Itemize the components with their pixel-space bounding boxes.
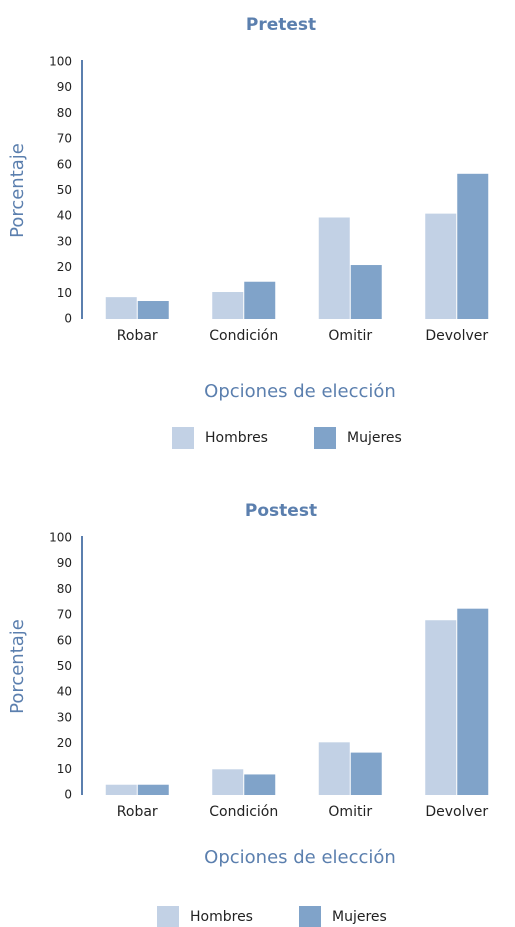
bar: [244, 774, 276, 795]
bar: [137, 784, 169, 795]
legend-label: Mujeres: [347, 430, 402, 446]
y-axis-title: Porcentaje: [7, 143, 28, 238]
legend-label: Hombres: [205, 430, 268, 446]
legend-swatch: [157, 906, 179, 927]
bar: [137, 301, 169, 319]
y-tick-label: 50: [57, 659, 72, 673]
bar: [457, 608, 489, 795]
y-tick-label: 70: [57, 132, 72, 146]
legend-swatch: [314, 427, 336, 449]
x-axis-title: Opciones de elección: [204, 847, 396, 868]
x-tick-label: Omitir: [328, 804, 372, 820]
bar: [318, 742, 350, 795]
legend-label: Mujeres: [332, 909, 387, 925]
chart-title: Postest: [245, 501, 317, 521]
y-tick-label: 20: [57, 260, 72, 274]
x-tick-label: Robar: [117, 328, 158, 344]
y-tick-label: 10: [57, 762, 72, 776]
legend-swatch: [299, 906, 321, 927]
bar: [457, 173, 489, 319]
y-tick-label: 70: [57, 608, 72, 622]
legend-swatch: [172, 427, 194, 449]
x-tick-label: Devolver: [425, 328, 488, 344]
y-tick-label: 30: [57, 234, 72, 248]
x-tick-label: Devolver: [425, 804, 488, 820]
bar: [350, 265, 382, 319]
y-tick-label: 80: [57, 582, 72, 596]
y-tick-label: 0: [64, 788, 72, 802]
x-tick-label: Condición: [209, 328, 278, 344]
y-tick-label: 100: [49, 531, 72, 545]
y-tick-label: 90: [57, 556, 72, 570]
legend-label: Hombres: [190, 909, 253, 925]
y-tick-label: 60: [57, 633, 72, 647]
x-tick-label: Robar: [117, 804, 158, 820]
y-tick-label: 10: [57, 286, 72, 300]
y-tick-label: 20: [57, 736, 72, 750]
bar: [350, 752, 382, 795]
y-tick-label: 90: [57, 80, 72, 94]
bar: [425, 620, 457, 795]
y-tick-label: 40: [57, 209, 72, 223]
y-tick-label: 30: [57, 710, 72, 724]
y-axis-title: Porcentaje: [7, 619, 28, 714]
bar: [425, 213, 457, 319]
bar: [212, 292, 244, 319]
y-tick-label: 50: [57, 183, 72, 197]
bar: [212, 769, 244, 795]
y-tick-label: 100: [49, 55, 72, 69]
x-tick-label: Condición: [209, 804, 278, 820]
bar: [318, 217, 350, 319]
y-tick-label: 40: [57, 685, 72, 699]
x-axis-title: Opciones de elección: [204, 381, 396, 402]
chart-title: Pretest: [246, 15, 316, 35]
y-tick-label: 60: [57, 157, 72, 171]
x-tick-label: Omitir: [328, 328, 372, 344]
y-tick-label: 0: [64, 312, 72, 326]
bar: [244, 281, 276, 319]
y-tick-label: 80: [57, 106, 72, 120]
bar: [105, 784, 137, 795]
bar: [105, 297, 137, 319]
